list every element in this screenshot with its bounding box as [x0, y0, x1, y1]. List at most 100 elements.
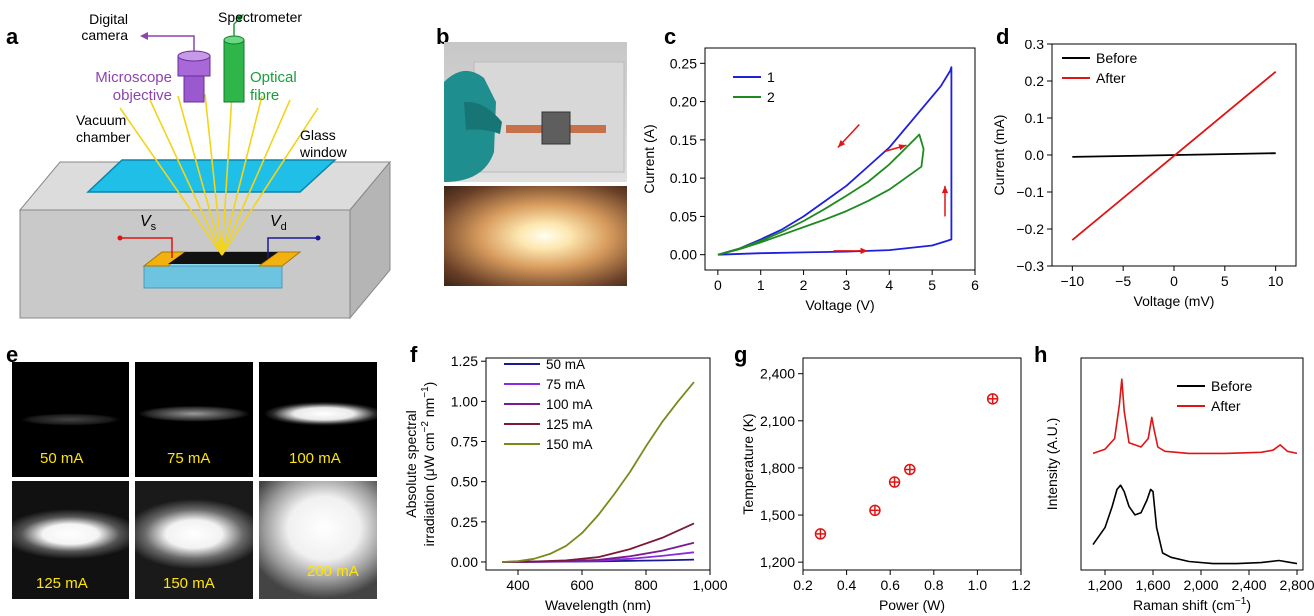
vs-label: Vs [140, 213, 157, 233]
x-tick-label: 0 [714, 277, 722, 293]
y-tick-label: 0.20 [670, 94, 697, 110]
legend: 50 mA 75 mA 100 mA 125 mA 150 mA [504, 357, 593, 452]
series-line-0 [1092, 484, 1298, 565]
ray [221, 93, 233, 256]
y-label-part: irradiation (μW cm [421, 432, 437, 546]
legend-label: 125 mA [546, 417, 593, 432]
x-axis-label-text: Voltage (mV) [1134, 293, 1215, 309]
legend-label: 2 [767, 89, 775, 105]
source-terminal [117, 235, 123, 241]
ray [149, 99, 223, 256]
scatter-point [869, 504, 881, 517]
y-axis-label-line2: irradiation (μW cm−2 nm−1) [420, 382, 437, 547]
y-tick-label: 0.00 [670, 247, 697, 263]
optical-fibre-body [223, 39, 245, 103]
glow-image-125ma: 125 mA [12, 481, 129, 599]
legend-label: After [1211, 398, 1241, 414]
legend: Before After [1062, 50, 1137, 86]
series-line-1 [1092, 378, 1298, 455]
x-tick-label: 1.2 [1011, 577, 1031, 593]
vacuum-chamber-label: Vacuum chamber [76, 112, 131, 145]
ray [221, 107, 319, 256]
x-tick-label: 1.0 [968, 577, 988, 593]
panel-label-e: e [6, 342, 19, 367]
panel-label-a: a [6, 24, 19, 49]
y-label-sup: −2 [420, 421, 431, 433]
direction-arrowhead [837, 140, 846, 148]
glow-label: 200 mA [307, 563, 359, 580]
x-axis-label: Wavelength (nm) [545, 597, 651, 613]
legend-label: 100 mA [546, 397, 593, 412]
y-tick-label: −0.1 [1016, 184, 1044, 200]
legend-label: Before [1096, 50, 1137, 66]
microscope-objective-tip [183, 75, 205, 103]
y-tick-label: −0.2 [1016, 221, 1044, 237]
series-line-1 [717, 133, 925, 256]
direction-arrowhead [898, 144, 907, 151]
panel-label-h: h [1034, 342, 1048, 367]
glow-label: 150 mA [163, 575, 215, 592]
glow-label: 75 mA [167, 450, 211, 467]
panel-label-c: c [664, 24, 677, 49]
x-axis-label: Voltage (mV) [1134, 293, 1215, 309]
panel-label-d: d [996, 24, 1010, 49]
x-axis-label-text: Raman shift (cm [1133, 597, 1235, 613]
source-wire [120, 237, 173, 258]
y-label-part: nm [421, 398, 437, 421]
plot-frame [1080, 357, 1304, 571]
x-axis-label: Voltage (V) [805, 297, 874, 313]
y-tick-label: 0.75 [451, 434, 478, 450]
y-tick-label: 2,400 [760, 366, 795, 382]
ray [119, 107, 223, 256]
device-photo-drawing [444, 61, 625, 182]
microscope-objective-label: Microscope objective [95, 69, 172, 104]
y-tick-label: 2,100 [760, 413, 795, 429]
optical-fibre-top [223, 35, 245, 45]
x-tick-label: 0 [1170, 273, 1178, 289]
spectrometer-label: Spectrometer [218, 9, 302, 25]
legend-label: 150 mA [546, 437, 593, 452]
x-tick-label: 1,600 [1135, 577, 1170, 593]
series-line-1 [1071, 71, 1277, 241]
y-tick-label: 0.2 [1025, 73, 1045, 89]
y-tick-label: −0.3 [1016, 258, 1044, 274]
device-chip [541, 111, 571, 145]
x-tick-label: 1,000 [692, 577, 727, 593]
chart-raman: 1,200 1,600 2,000 2,400 2,800 Raman shift (cm… [1044, 357, 1314, 613]
y-tick-label: 0.25 [670, 55, 697, 71]
vd-label: Vd [270, 213, 287, 233]
y-axis-label: Temperature (K) [740, 413, 756, 514]
y-tick-label: 0.10 [670, 170, 697, 186]
x-tick-label: 6 [971, 277, 979, 293]
device-photo [444, 42, 627, 182]
ray [177, 95, 223, 256]
ray [204, 93, 223, 256]
scatter-point [986, 393, 999, 405]
scatter-point [888, 476, 901, 488]
glove-finger [464, 101, 502, 134]
chamber-side [349, 160, 391, 320]
x-tick-label: 10 [1268, 273, 1284, 289]
legend-label: 1 [767, 69, 775, 85]
glow-image-50ma: 50 mA [12, 362, 129, 477]
y-axis-label: Current (mA) [991, 115, 1007, 196]
y-tick-label: 0.25 [451, 514, 478, 530]
x-tick-label: 0.6 [880, 577, 900, 593]
x-axis-label-text: Power (W) [879, 597, 945, 613]
light-rays [119, 93, 319, 256]
glow-label: 125 mA [36, 575, 88, 592]
glass-window-label: Glass window [299, 127, 348, 160]
y-tick-label: 0.15 [670, 132, 697, 148]
y-tick-label: 0.50 [451, 474, 478, 490]
y-tick-label: 0.1 [1025, 110, 1045, 126]
legend-label: 50 mA [546, 357, 585, 372]
y-tick-label: 1,500 [760, 507, 795, 523]
glow-image-200ma: 200 mA [259, 481, 377, 599]
y-tick-label: 0.05 [670, 208, 697, 224]
optical-fibre-label: Optical fibre [250, 69, 297, 104]
y-tick-label: 0.00 [451, 554, 478, 570]
y-tick-label: 1.25 [451, 353, 478, 369]
y-label-part: ) [421, 382, 437, 387]
glow-label: 100 mA [289, 450, 341, 467]
